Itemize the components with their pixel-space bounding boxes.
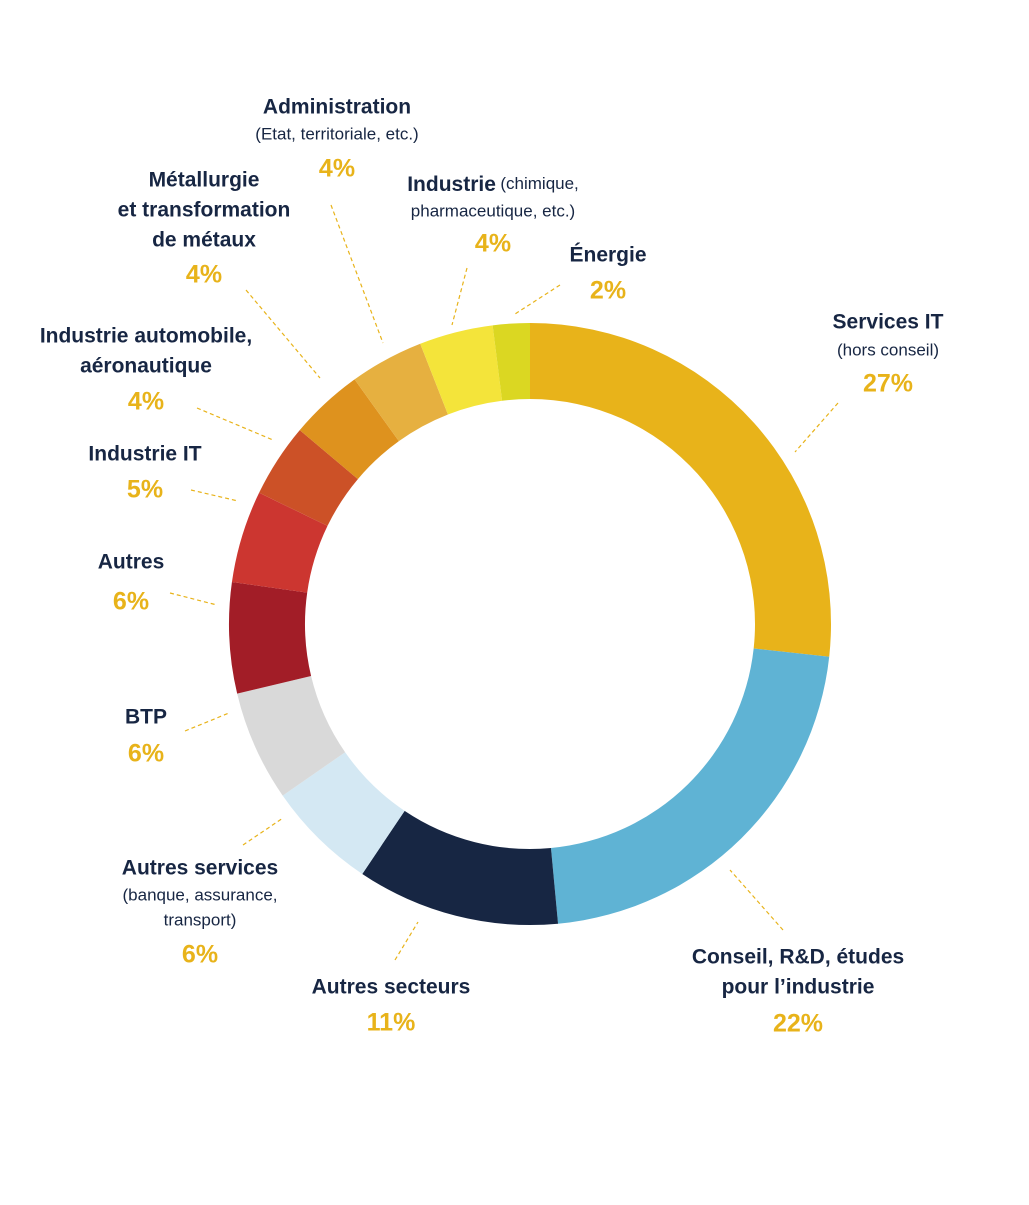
value-label: 2% — [590, 277, 626, 305]
label-note: (Etat, territoriale, etc.) — [255, 124, 418, 143]
leader-line — [169, 592, 218, 606]
label-title: Industrie — [407, 173, 496, 196]
label-note: (hors conseil) — [837, 340, 939, 359]
label-title: Industrie automobile, — [40, 325, 252, 348]
segment-label: Autres 6% — [98, 551, 165, 616]
leader-line — [245, 289, 321, 379]
leader-line — [242, 817, 284, 846]
segment-label: Services IT (hors conseil) 27% — [833, 311, 944, 398]
donut-segment — [354, 343, 448, 442]
label-note: transport) — [164, 910, 237, 929]
leader-line — [729, 869, 784, 931]
leader-line — [394, 921, 419, 961]
label-note: (banque, assurance, — [123, 885, 278, 904]
donut-segment — [492, 323, 530, 401]
segment-label: Industrie (chimique, pharmaceutique, etc.… — [407, 173, 579, 258]
label-title: pour l’industrie — [722, 976, 875, 999]
label-title: Autres services — [122, 857, 278, 880]
leader-line — [451, 267, 468, 326]
segment-label: BTP 6% — [125, 706, 167, 768]
label-title: Métallurgie — [149, 169, 260, 192]
value-label: 6% — [113, 588, 149, 616]
segment-label: Métallurgie et transformation de métaux 4% — [118, 169, 291, 289]
donut-segment — [282, 752, 405, 874]
label-title: BTP — [125, 706, 167, 729]
leader-line — [794, 402, 839, 453]
label-title: de métaux — [152, 229, 256, 252]
label-note: (chimique, — [500, 174, 578, 193]
label-title: Administration — [263, 96, 411, 119]
value-label: 4% — [475, 230, 511, 258]
value-label: 6% — [128, 740, 164, 768]
label-title: Conseil, R&D, études — [692, 946, 904, 969]
leader-line — [190, 489, 239, 502]
donut-segment — [362, 810, 559, 925]
label-title: Services IT — [833, 311, 944, 334]
label-title: Industrie IT — [88, 443, 201, 466]
leader-line — [330, 204, 384, 344]
value-label: 5% — [127, 476, 163, 504]
leader-line — [184, 712, 230, 732]
segment-label: Autres services (banque, assurance, transp… — [122, 857, 278, 969]
value-label: 22% — [773, 1010, 823, 1038]
segment-label: Conseil, R&D, études pour l’industrie 22% — [692, 946, 904, 1038]
leader-line — [514, 284, 561, 315]
donut-segment — [259, 430, 358, 526]
donut-segment — [530, 323, 831, 657]
label-title: Autres secteurs — [312, 976, 471, 999]
label-line: Industrie (chimique, — [407, 173, 579, 196]
value-label: 11% — [367, 1009, 416, 1037]
leader-line — [196, 407, 274, 441]
value-label: 4% — [186, 261, 222, 289]
label-note: pharmaceutique, etc.) — [411, 201, 575, 220]
donut-segment — [237, 676, 346, 796]
donut-segment — [299, 379, 399, 480]
segment-label: Énergie 2% — [569, 244, 646, 305]
leader-lines — [169, 204, 839, 961]
donut-segment — [229, 582, 312, 694]
segment-label: Autres secteurs 11% — [312, 976, 471, 1037]
donut-segment — [231, 492, 328, 593]
donut-segment — [420, 325, 503, 415]
label-title: et transformation — [118, 199, 291, 222]
value-label: 4% — [128, 388, 164, 416]
label-title: aéronautique — [80, 355, 212, 378]
donut-segment — [550, 648, 830, 924]
value-label: 4% — [319, 155, 355, 183]
segment-label: Industrie IT 5% — [88, 443, 201, 504]
label-title: Énergie — [569, 244, 646, 267]
label-title: Autres — [98, 551, 165, 574]
value-label: 27% — [863, 370, 913, 398]
segment-label: Industrie automobile, aéronautique 4% — [40, 325, 252, 416]
segment-label: Administration (Etat, territoriale, etc.)… — [255, 96, 418, 183]
value-label: 6% — [182, 941, 218, 969]
